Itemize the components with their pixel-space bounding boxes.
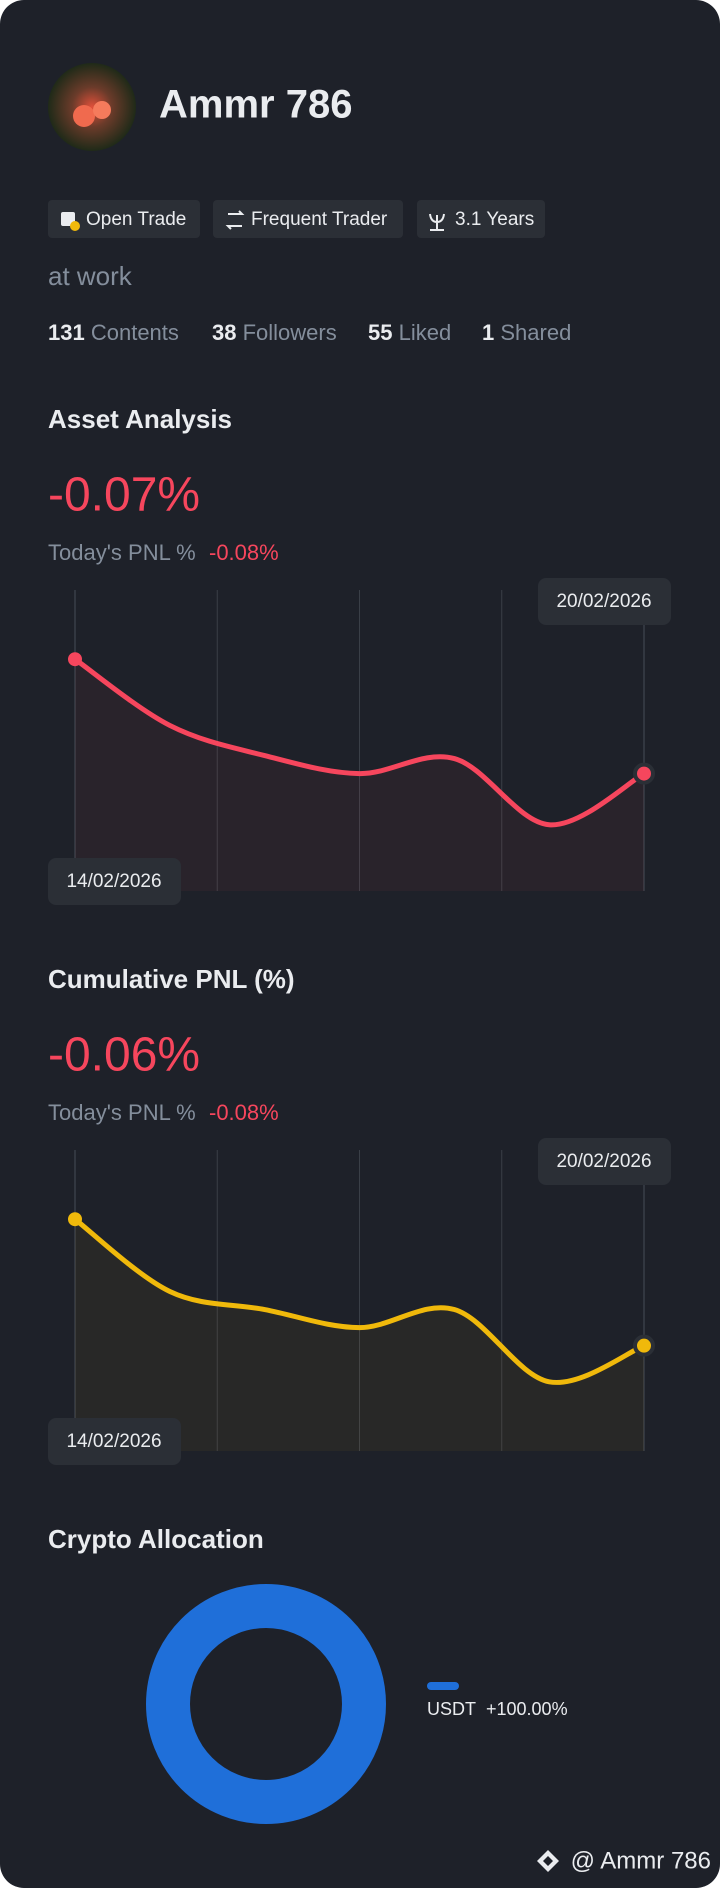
user-name: Ammr 786 [159, 83, 352, 127]
stat-value: 1 [482, 320, 494, 345]
end-date: 20/02/2026 [556, 1151, 651, 1172]
endpoint-dot [633, 762, 655, 785]
section-title: Asset Analysis [48, 404, 232, 434]
endpoint-dot [68, 1212, 82, 1227]
stat-label[interactable]: Contents [91, 320, 179, 345]
stat-label[interactable]: Liked [399, 320, 452, 345]
tag-label: Open Trade [86, 209, 186, 230]
stat-label[interactable]: Followers [243, 320, 337, 345]
tag-icon [225, 210, 245, 230]
tag-icon [70, 221, 80, 231]
subtitle-value: -0.08% [209, 1100, 279, 1125]
end-date: 20/02/2026 [556, 591, 651, 612]
date-badge [48, 858, 181, 905]
bio: at work [48, 261, 133, 291]
stat-value: 131 [48, 320, 85, 345]
section-title: Crypto Allocation [48, 1524, 264, 1554]
legend-swatch [427, 1682, 459, 1690]
footer: @ Ammr 786 [537, 1847, 711, 1874]
tag-icon [429, 213, 445, 231]
tag [213, 200, 403, 238]
series-line [72, 656, 647, 828]
tag-label: 3.1 Years [455, 209, 534, 230]
stats: 38 Followers [212, 320, 337, 345]
endpoint-dot [68, 652, 82, 667]
stats: 1 Shared [482, 320, 571, 345]
stats: 131 Contents [48, 320, 179, 345]
avatar-flower [93, 101, 111, 119]
legend-value: +100.00% [486, 1699, 568, 1719]
start-date: 14/02/2026 [66, 871, 161, 892]
tag-label: Frequent Trader [251, 209, 388, 230]
donut-segment [146, 1584, 386, 1824]
legend-label: USDT [427, 1699, 476, 1719]
section-title: Cumulative PNL (%) [48, 964, 295, 994]
stat-label[interactable]: Shared [500, 320, 571, 345]
headline-value: -0.06% [48, 1029, 200, 1082]
date-badge [538, 1138, 671, 1185]
stats: 55 Liked [368, 320, 451, 345]
start-date: 14/02/2026 [66, 1431, 161, 1452]
date-badge [538, 578, 671, 625]
endpoint-dot [633, 1334, 655, 1357]
avatar[interactable] [48, 63, 136, 151]
date-badge [48, 1418, 181, 1465]
subtitle-label: Today's PNL % [48, 1100, 196, 1125]
avatar-flower [73, 105, 95, 127]
area-fill [75, 1219, 644, 1451]
headline-value: -0.07% [48, 469, 200, 522]
tag [417, 200, 545, 238]
stat-value: 55 [368, 320, 392, 345]
footer-text: @ Ammr 786 [571, 1847, 711, 1874]
series-line [72, 1216, 647, 1385]
tag [48, 200, 200, 238]
stat-value: 38 [212, 320, 236, 345]
footer-logo [537, 1850, 559, 1872]
subtitle-value: -0.08% [209, 540, 279, 565]
subtitle-label: Today's PNL % [48, 540, 196, 565]
